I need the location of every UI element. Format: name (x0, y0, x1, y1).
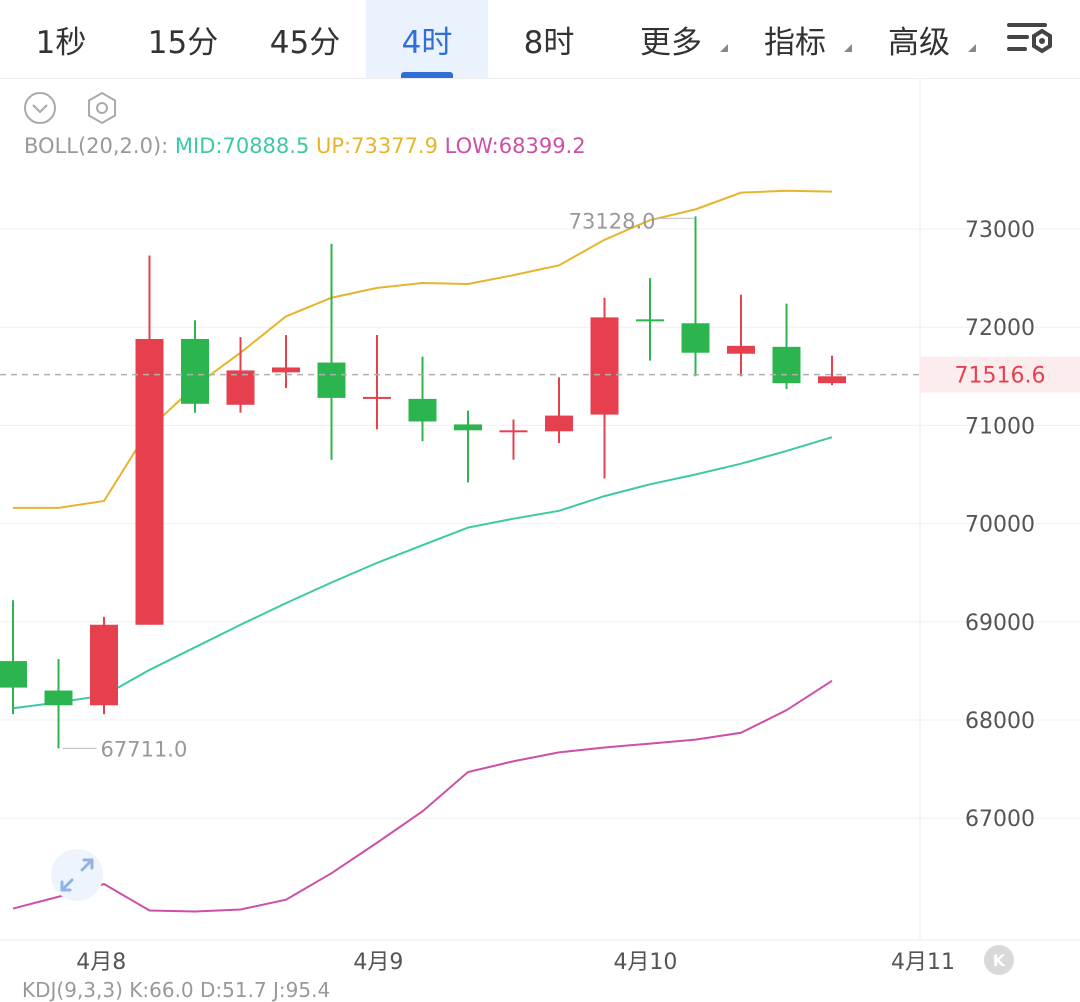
candlestick (363, 335, 391, 430)
candle-body (499, 430, 528, 433)
boll-legend-name: BOLL(20,2.0): (24, 134, 169, 158)
kdj-legend-partial: KDJ(9,3,3) K:66.0 D:51.7 J:95.4 (22, 978, 331, 1002)
candlestick (317, 243, 346, 460)
candle-body (90, 624, 118, 706)
collapse-chevron-icon[interactable] (22, 90, 58, 126)
candlestick (226, 337, 255, 413)
tab-45m[interactable]: 45分 (244, 0, 366, 78)
candlestick (135, 255, 164, 625)
candle-body (44, 690, 73, 706)
candle-body (363, 396, 391, 399)
candle-body (818, 376, 846, 384)
dropdown-caret-icon (844, 44, 852, 52)
candle-body (135, 338, 164, 625)
timeframe-tab-bar: 1秒 15分 45分 4时 8时 更多 指标 高级 (0, 0, 1080, 79)
candle-body (772, 346, 801, 384)
candlestick (499, 419, 528, 460)
high-annotation: 73128.0 (569, 209, 656, 233)
candlestick (636, 278, 664, 361)
candlestick (44, 659, 73, 749)
candlestick (590, 297, 619, 479)
candle-body (226, 370, 255, 405)
price-tick-label: 73000 (965, 218, 1035, 243)
chart-toolbar (22, 90, 120, 126)
boll-low-line (12, 679, 833, 913)
time-tick-label: 4月10 (613, 950, 677, 975)
tab-advanced[interactable]: 高级 (858, 0, 980, 78)
candle-body (590, 317, 619, 415)
tab-label: 高级 (888, 24, 950, 61)
chart-settings-button[interactable] (990, 0, 1070, 78)
candle-body (545, 415, 573, 432)
candlestick (727, 294, 755, 377)
scroll-latest-icon-bg (984, 945, 1014, 975)
candlestick (408, 356, 437, 442)
tab-1s[interactable]: 1秒 (0, 0, 122, 78)
candle-body (272, 367, 300, 373)
time-tick-label: 4月11 (891, 950, 955, 975)
candle-body (727, 345, 755, 354)
indicator-settings-icon[interactable] (84, 90, 120, 126)
candlestick (818, 355, 846, 386)
candlestick (181, 320, 209, 413)
candlestick (0, 600, 27, 715)
boll-mid-line (12, 436, 833, 710)
candlestick (90, 616, 118, 715)
current-price-tag-bg (920, 356, 1080, 393)
tab-indicators[interactable]: 指标 (734, 0, 856, 78)
candlestick (772, 303, 801, 390)
price-tick-label: 68000 (965, 709, 1035, 734)
tab-label: 4时 (401, 24, 453, 61)
tab-4h[interactable]: 4时 (366, 0, 488, 78)
boll-low-value: LOW:68399.2 (444, 134, 586, 158)
scroll-latest-glyph: K (993, 951, 1006, 970)
tab-label: 15分 (147, 24, 219, 61)
active-tab-indicator (401, 72, 453, 78)
expand-chart-button[interactable] (51, 849, 103, 901)
tab-8h[interactable]: 8时 (488, 0, 610, 78)
candlestick (545, 377, 573, 444)
dropdown-caret-icon (720, 44, 728, 52)
candle-body (317, 362, 346, 398)
tab-more[interactable]: 更多 (610, 0, 732, 78)
price-tick-label: 67000 (965, 807, 1035, 832)
boll-mid-value: MID:70888.5 (174, 134, 310, 158)
candlestick (454, 410, 482, 483)
tab-label: 8时 (523, 24, 575, 61)
candle-body (681, 323, 710, 353)
expand-button-bg (51, 849, 103, 901)
tab-15m[interactable]: 15分 (122, 0, 244, 78)
boll-legend: BOLL(20,2.0): MID:70888.5 UP:73377.9 LOW… (24, 134, 586, 158)
candlestick (681, 216, 710, 377)
tab-label: 45分 (269, 24, 341, 61)
tab-label: 指标 (764, 24, 826, 61)
candle-body (408, 398, 437, 422)
scroll-latest-icon[interactable]: K (984, 945, 1014, 975)
candle-body (181, 338, 209, 404)
candle-body (636, 319, 664, 322)
price-tick-label: 70000 (965, 513, 1035, 538)
tab-label: 1秒 (35, 24, 87, 61)
price-tick-label: 71000 (965, 414, 1035, 439)
candlestick (272, 335, 300, 389)
time-tick-label: 4月8 (76, 950, 126, 975)
price-tick-label: 72000 (965, 316, 1035, 341)
candle-body (0, 661, 27, 688)
price-tick-label: 69000 (965, 611, 1035, 636)
candle-body (454, 424, 482, 431)
low-annotation: 67711.0 (101, 737, 188, 761)
current-price-tag: 71516.6 (955, 364, 1046, 389)
sliders-settings-icon (1007, 23, 1052, 54)
expand-icon (60, 858, 94, 892)
dropdown-caret-icon (968, 44, 976, 52)
time-tick-label: 4月9 (353, 950, 403, 975)
boll-up-value: UP:73377.9 (316, 134, 438, 158)
tab-label: 更多 (640, 24, 702, 61)
